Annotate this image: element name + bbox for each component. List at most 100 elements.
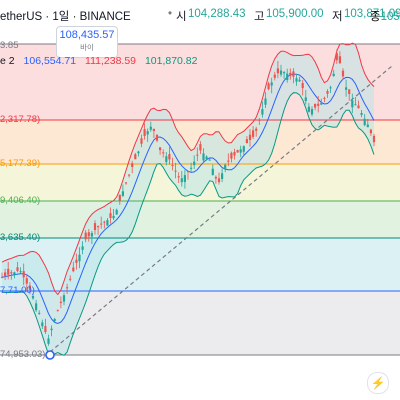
- candle-body: [212, 169, 214, 175]
- candle-body: [264, 99, 266, 105]
- candle-body: [144, 129, 146, 136]
- candle-body: [336, 53, 338, 60]
- candle-body: [283, 72, 285, 73]
- candle-body: [91, 233, 93, 236]
- candle-body: [292, 71, 294, 76]
- candle-body: [333, 74, 335, 76]
- candle-body: [280, 71, 282, 75]
- candle-body: [370, 130, 372, 134]
- candle-body: [131, 163, 133, 167]
- candle-body: [153, 129, 155, 131]
- candle-body: [35, 303, 37, 310]
- candle-body: [345, 87, 347, 89]
- candle-body: [339, 56, 341, 63]
- candle-body: [314, 104, 316, 108]
- candle-body: [38, 313, 40, 314]
- symbol-title[interactable]: etherUS · 1일 · BINANCE: [0, 8, 131, 24]
- candle-body: [13, 272, 15, 274]
- candle-body: [218, 178, 220, 182]
- candle-body: [233, 152, 235, 155]
- price-box[interactable]: 108,435.57 바이: [56, 26, 118, 58]
- candle-body: [66, 287, 68, 288]
- candle-body: [326, 91, 328, 94]
- candle-body: [364, 119, 366, 125]
- candle-body: [47, 338, 49, 343]
- candle-body: [330, 87, 332, 88]
- lightning-icon[interactable]: ⚡: [367, 372, 389, 394]
- current-price: 108,435.57: [57, 29, 117, 41]
- candle-body: [156, 135, 158, 141]
- candle-body: [361, 113, 363, 115]
- top-left-partial-label: 3.85: [0, 40, 19, 51]
- candle-body: [100, 224, 102, 225]
- candle-body: [175, 171, 177, 172]
- candle-body: [351, 100, 353, 107]
- candle-body: [165, 156, 167, 162]
- candle-body: [302, 83, 304, 88]
- fib-zone-teal: [0, 238, 400, 291]
- candle-body: [317, 104, 319, 106]
- candle-body: [7, 269, 9, 275]
- candle-body: [224, 165, 226, 170]
- trend-anchor-handle[interactable]: [46, 351, 54, 359]
- indicator-name: e 2: [0, 55, 15, 67]
- candle-body: [103, 222, 105, 223]
- candle-body: [308, 107, 310, 112]
- open-value: 104,288.43: [188, 8, 246, 20]
- candle-body: [85, 233, 87, 240]
- candle-body: [168, 154, 170, 159]
- candle-body: [348, 89, 350, 94]
- candle-body: [295, 78, 297, 81]
- candle-body: [1, 277, 3, 278]
- high-label: 고: [254, 8, 265, 24]
- candle-body: [97, 226, 99, 227]
- candle-body: [230, 153, 232, 159]
- candle-body: [69, 279, 71, 280]
- candle-body: [240, 149, 242, 152]
- candle-body: [113, 216, 115, 218]
- candle-body: [277, 68, 279, 73]
- indicator-legend[interactable]: e 2 106,554.71 111,238.59 101,870.82: [0, 55, 204, 71]
- candle-body: [94, 223, 96, 230]
- candle-body: [41, 322, 43, 326]
- candle-body: [199, 144, 201, 150]
- candle-body: [323, 98, 325, 99]
- candle-body: [299, 80, 301, 82]
- candle-body: [255, 129, 257, 131]
- candle-body: [10, 272, 12, 273]
- fib-label-6: 74,953.03): [0, 349, 45, 361]
- candle-body: [271, 82, 273, 85]
- candle-body: [206, 157, 208, 159]
- candle-body: [249, 135, 251, 140]
- candle-body: [246, 139, 248, 143]
- close-label-visible: 종: [370, 11, 381, 23]
- candle-body: [20, 271, 22, 272]
- candle-body: [357, 105, 359, 108]
- candle-body: [373, 136, 375, 142]
- candle-body: [134, 154, 136, 159]
- candle-body: [221, 173, 223, 179]
- candle-body: [88, 232, 90, 236]
- candle-body: [60, 302, 62, 303]
- fib-label-2: 5,177.39): [0, 158, 40, 170]
- candle-body: [196, 155, 198, 156]
- candle-body: [116, 210, 118, 215]
- candle-body: [261, 109, 263, 114]
- candle-body: [128, 175, 130, 176]
- candle-body: [122, 191, 124, 196]
- candle-body: [51, 329, 53, 330]
- candle-body: [342, 71, 344, 77]
- candle-body: [125, 182, 127, 183]
- indicator-upper: 111,238.59: [85, 55, 136, 67]
- candle-body: [78, 255, 80, 262]
- candle-body: [354, 104, 356, 105]
- candle-body: [252, 130, 254, 137]
- candle-body: [181, 178, 183, 182]
- candle-body: [4, 272, 6, 276]
- candle-body: [311, 109, 313, 114]
- candle-body: [178, 176, 180, 177]
- candle-body: [209, 160, 211, 161]
- candle-body: [320, 103, 322, 105]
- candle-body: [215, 177, 217, 179]
- fib-zone-green: [0, 201, 400, 238]
